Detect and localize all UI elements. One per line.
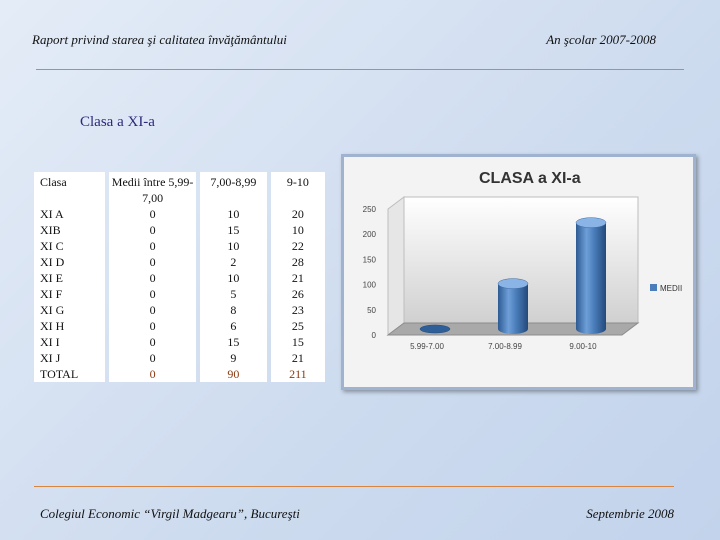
report-date: Septembrie 2008 [586,506,674,521]
range-3-cell: 20 [270,206,325,222]
class-name-cell: XIB [34,222,106,238]
school-year: An şcolar 2007-2008 [546,32,656,47]
bar [497,278,529,334]
footer-divider [34,486,674,487]
table-row: XI J 0 9 21 [34,350,325,366]
class-name-cell: XI H [34,318,106,334]
col-header-range-1: Medii între 5,99-7,00 [109,172,196,206]
range-2-cell: 5 [199,286,267,302]
grades-table: Clasa Medii între 5,99-7,00 7,00-8,99 9-… [34,172,325,382]
class-name-cell: XI D [34,254,106,270]
y-tick-label: 100 [363,281,377,290]
header-divider [36,69,684,70]
col-header-class: Clasa [34,172,106,206]
table-row: XI I 0 15 15 [34,334,325,350]
range-2-cell: 9 [199,350,267,366]
col-header-range-2: 7,00-8,99 [199,172,267,206]
class-name-cell: XI I [34,334,106,350]
range-3-cell: 25 [270,318,325,334]
y-tick-label: 0 [372,331,377,340]
table-row: XI F 0 5 26 [34,286,325,302]
class-name-cell: XI C [34,238,106,254]
chart-container: CLASA a XI-a 0 50 100 150 200 250 5.99-7.00 7.… [341,154,696,390]
chart-legend: MEDII [650,284,682,293]
range-2-cell: 2 [199,254,267,270]
legend-swatch [650,284,657,291]
y-tick-label: 50 [367,306,376,315]
range-2-cell: 10 [199,270,267,286]
total-range-1-cell: 0 [109,366,196,382]
total-label-cell: TOTAL [34,366,106,382]
school-name: Colegiul Economic “Virgil Madgearu”, Buc… [40,506,300,521]
range-1-cell: 0 [109,318,196,334]
table-row: XI C 0 10 22 [34,238,325,254]
class-name-cell: XI F [34,286,106,302]
class-name-cell: XI G [34,302,106,318]
class-name-cell: XI A [34,206,106,222]
range-1-cell: 0 [109,334,196,350]
y-tick-label: 250 [363,205,377,214]
range-2-cell: 10 [199,238,267,254]
table-row: XIB 0 15 10 [34,222,325,238]
bar [575,217,607,334]
bar-chart: CLASA a XI-a 0 50 100 150 200 250 5.99-7.00 7.… [363,170,683,351]
x-tick-label: 5.99-7.00 [410,342,444,351]
range-3-cell: 21 [270,270,325,286]
range-3-cell: 23 [270,302,325,318]
range-1-cell: 0 [109,302,196,318]
range-1-cell: 0 [109,350,196,366]
y-tick-label: 150 [363,255,377,264]
table-row: XI A 0 10 20 [34,206,325,222]
range-1-cell: 0 [109,222,196,238]
section-title: Clasa a XI-a [80,114,155,130]
range-2-cell: 15 [199,222,267,238]
range-1-cell: 0 [109,238,196,254]
col-header-range-3: 9-10 [270,172,325,206]
total-range-2-cell: 90 [199,366,267,382]
range-1-cell: 0 [109,254,196,270]
bar [419,324,451,334]
range-2-cell: 15 [199,334,267,350]
report-title: Raport privind starea şi calitatea învăţ… [32,32,287,47]
range-3-cell: 26 [270,286,325,302]
chart-title: CLASA a XI-a [479,170,581,187]
range-3-cell: 21 [270,350,325,366]
range-3-cell: 15 [270,334,325,350]
range-3-cell: 22 [270,238,325,254]
range-2-cell: 6 [199,318,267,334]
class-name-cell: XI J [34,350,106,366]
table-header-row: Clasa Medii între 5,99-7,00 7,00-8,99 9-… [34,172,325,206]
x-tick-label: 7.00-8.99 [488,342,522,351]
range-3-cell: 10 [270,222,325,238]
range-1-cell: 0 [109,270,196,286]
total-range-3-cell: 211 [270,366,325,382]
range-1-cell: 0 [109,206,196,222]
table-row: XI G 0 8 23 [34,302,325,318]
range-2-cell: 8 [199,302,267,318]
range-2-cell: 10 [199,206,267,222]
table-row: XI D 0 2 28 [34,254,325,270]
table-row: XI E 0 10 21 [34,270,325,286]
legend-label: MEDII [660,284,682,293]
y-tick-label: 200 [363,230,377,239]
range-3-cell: 28 [270,254,325,270]
table-row: XI H 0 6 25 [34,318,325,334]
table-total-row: TOTAL 0 90 211 [34,366,325,382]
class-name-cell: XI E [34,270,106,286]
x-tick-label: 9.00-10 [569,342,597,351]
range-1-cell: 0 [109,286,196,302]
